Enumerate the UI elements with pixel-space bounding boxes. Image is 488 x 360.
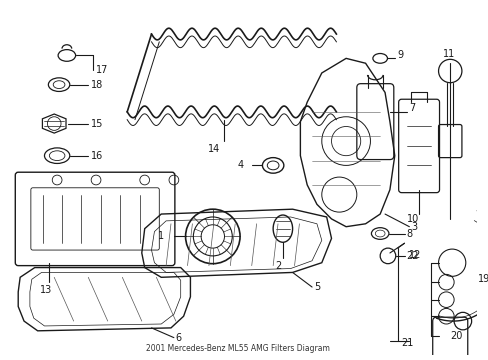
Text: 1: 1 xyxy=(158,231,164,242)
Text: 2: 2 xyxy=(275,261,281,271)
Text: 8: 8 xyxy=(406,229,412,239)
Text: 16: 16 xyxy=(91,151,103,161)
Text: 6: 6 xyxy=(176,333,182,343)
Text: 14: 14 xyxy=(207,144,220,154)
Text: 20: 20 xyxy=(449,331,462,341)
Text: 4: 4 xyxy=(237,161,243,170)
Text: 13: 13 xyxy=(40,285,52,295)
Text: 5: 5 xyxy=(313,282,320,292)
Text: 10: 10 xyxy=(407,214,419,224)
Text: 3: 3 xyxy=(410,222,417,232)
Text: 18: 18 xyxy=(91,80,103,90)
Text: 19: 19 xyxy=(476,274,488,284)
Text: 12: 12 xyxy=(408,250,421,260)
Text: 11: 11 xyxy=(443,49,455,59)
Text: 17: 17 xyxy=(96,65,108,75)
Text: 2001 Mercedes-Benz ML55 AMG Filters Diagram: 2001 Mercedes-Benz ML55 AMG Filters Diag… xyxy=(146,344,329,353)
Text: 21: 21 xyxy=(401,338,413,348)
Text: 7: 7 xyxy=(408,103,415,113)
Text: 15: 15 xyxy=(91,118,103,129)
Text: 9: 9 xyxy=(397,50,403,60)
Text: 22: 22 xyxy=(406,251,418,261)
